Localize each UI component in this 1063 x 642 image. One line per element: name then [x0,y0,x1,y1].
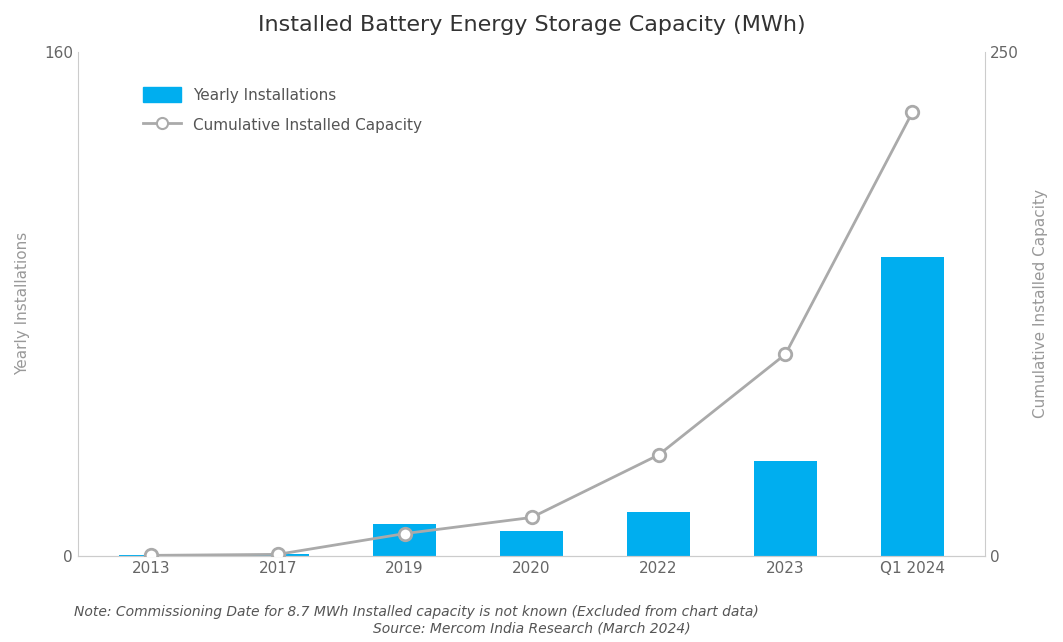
Bar [754,462,817,556]
Title: Installed Battery Energy Storage Capacity (MWh): Installed Battery Energy Storage Capacit… [257,15,806,35]
Bar [500,530,563,556]
Text: Source: Mercom India Research (March 2024): Source: Mercom India Research (March 202… [373,621,690,636]
Bar [246,554,309,556]
Bar [627,512,690,556]
Bar [373,525,436,556]
Y-axis label: Yearly Installations: Yearly Installations [15,232,30,376]
Y-axis label: Cumulative Installed Capacity: Cumulative Installed Capacity [1033,189,1048,419]
Bar [880,257,944,556]
Legend: Yearly Installations, Cumulative Installed Capacity: Yearly Installations, Cumulative Install… [131,74,435,144]
Text: Note: Commissioning Date for 8.7 MWh Installed capacity is not known (Excluded f: Note: Commissioning Date for 8.7 MWh Ins… [74,605,759,620]
